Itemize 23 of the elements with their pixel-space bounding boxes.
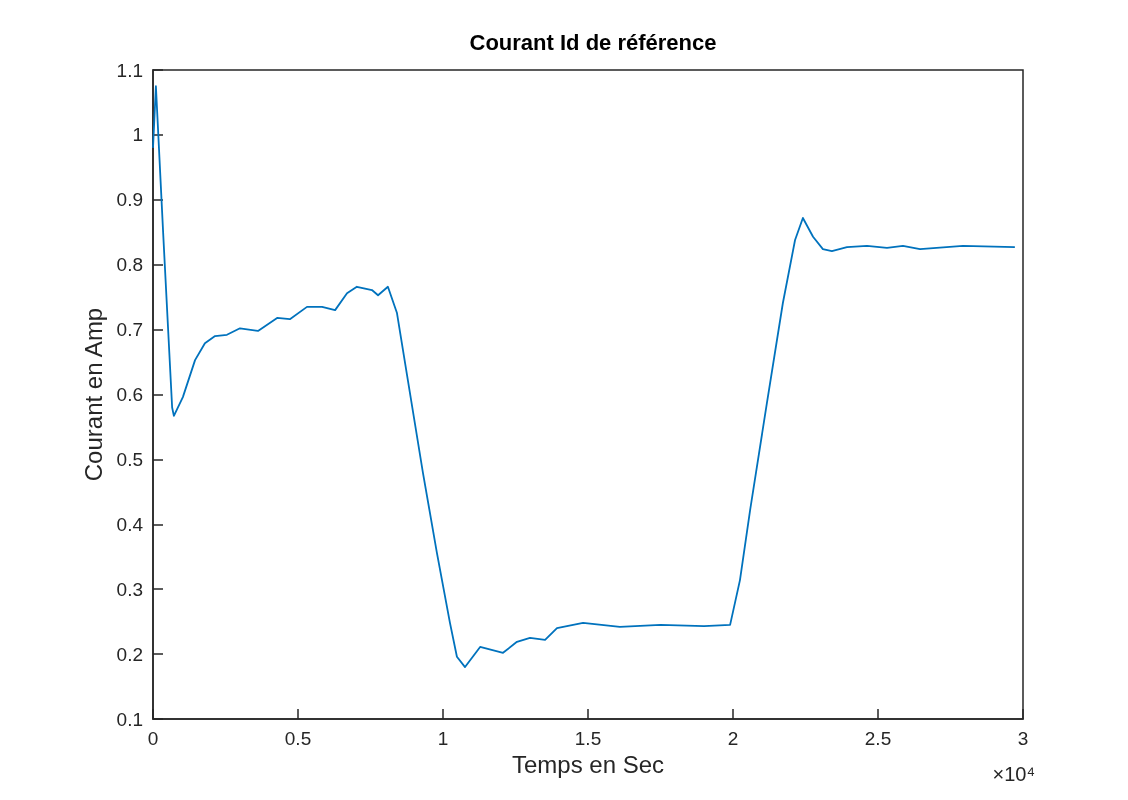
x-tick-label: 0 [147,728,159,749]
chart-title: Courant Id de référence [469,29,717,55]
y-tick-label: 0.7 [116,319,143,341]
line-series [152,85,1016,668]
y-tick-label: 0.1 [116,708,143,730]
x-tick-label: 1.5 [574,728,602,749]
x-tick-label: 2.5 [864,728,892,749]
y-tick-label: 0.6 [116,384,143,405]
x-axis-title: Temps en Sec [511,751,665,779]
y-tick-label: 0.8 [116,254,143,276]
y-tick-label: 0.3 [116,578,143,600]
y-tick-label: 0.2 [116,643,143,665]
y-tick-label: 0.5 [116,448,143,470]
y-tick-label: 0.9 [116,189,143,211]
y-tick-label: 1.1 [116,59,143,81]
text: ×10⁴ [992,763,1036,785]
y-tick-label: 1 [132,124,143,146]
y-axis-title: Courant en Amp [79,307,107,482]
y-tick-label: 0.4 [116,513,144,535]
x-tick-label: 3 [1017,728,1029,749]
x-tick-label: 2 [727,728,739,749]
x-tick-label: 1 [437,728,449,749]
x-tick-label: 0.5 [284,728,312,749]
